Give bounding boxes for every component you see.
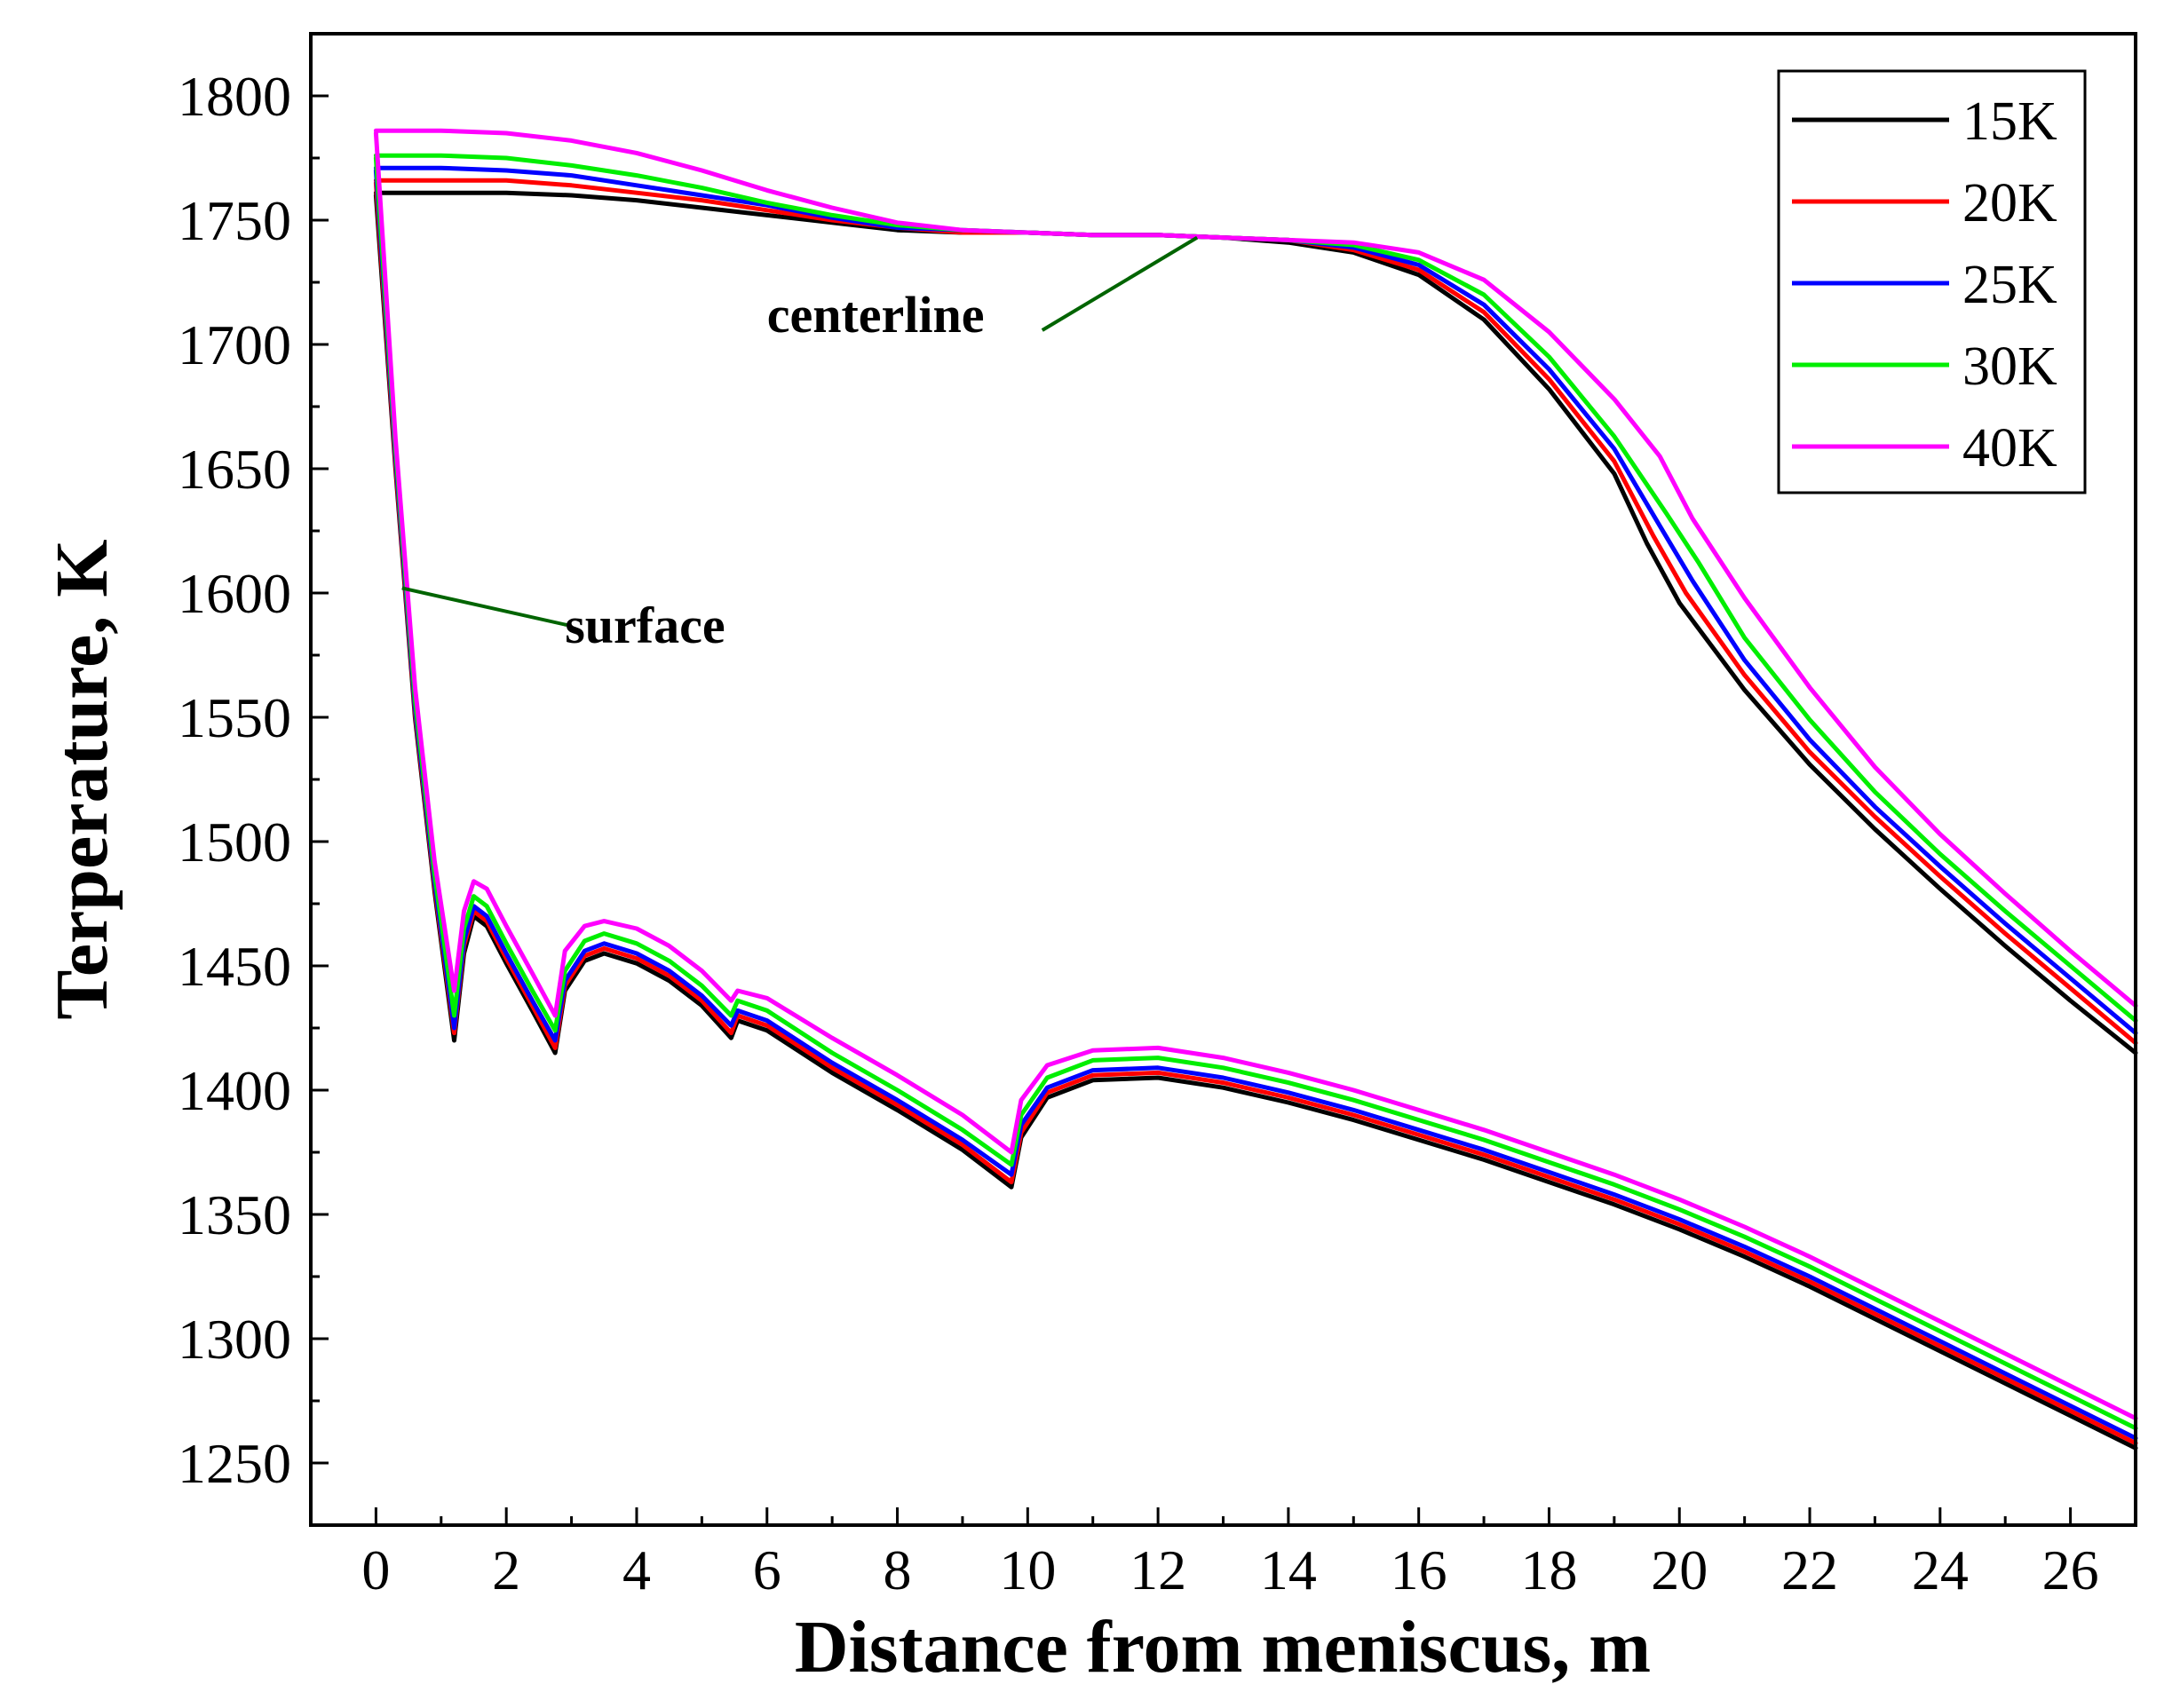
x-tick-label: 0: [361, 1538, 390, 1601]
x-tick-label: 6: [753, 1538, 781, 1601]
x-tick-label: 2: [492, 1538, 520, 1601]
series-25K-surface: [373, 168, 2138, 1441]
series-20K-surface: [373, 180, 2138, 1446]
legend-label-30K: 30K: [1962, 336, 2057, 397]
y-tick-label: 1600: [178, 562, 291, 625]
series-40K-surface: [373, 130, 2138, 1421]
x-tick-label: 4: [622, 1538, 651, 1601]
y-tick-label: 1400: [178, 1059, 291, 1122]
x-tick-label: 14: [1260, 1538, 1317, 1601]
series-15K-surface: [373, 193, 2138, 1451]
y-tick-label: 1800: [178, 65, 291, 128]
x-tick-label: 22: [1781, 1538, 1838, 1601]
x-tick-label: 8: [884, 1538, 912, 1601]
series-layer: [373, 128, 2138, 1451]
x-axis-ticks: 0 2 4 6 8 10 12 14 16 18 20 22 24 26: [361, 1507, 2137, 1601]
x-tick-label: 24: [1912, 1538, 1969, 1601]
legend-label-15K: 15K: [1962, 91, 2057, 152]
y-axis-title: Terperature, K: [41, 539, 123, 1019]
y-tick-label: 1350: [178, 1183, 291, 1246]
series-15K-centerline: [373, 190, 2138, 1056]
annotation-centerline: centerline: [767, 286, 985, 344]
y-tick-label: 1500: [178, 811, 291, 874]
y-tick-label: 1550: [178, 686, 291, 749]
x-tick-label: 26: [2042, 1538, 2099, 1601]
x-tick-label: 16: [1391, 1538, 1447, 1601]
x-axis-title: Distance from meniscus, m: [795, 1606, 1651, 1688]
y-tick-label: 1300: [178, 1308, 291, 1371]
legend-label-25K: 25K: [1962, 255, 2057, 315]
y-tick-label: 1450: [178, 935, 291, 998]
x-tick-label: 18: [1520, 1538, 1577, 1601]
legend-label-20K: 20K: [1962, 173, 2057, 233]
y-tick-label: 1700: [178, 313, 291, 376]
annotation-surface: surface: [565, 597, 725, 654]
x-tick-label: 12: [1130, 1538, 1186, 1601]
y-tick-label: 1650: [178, 438, 291, 501]
legend: 15K 20K 25K 30K 40K: [1777, 69, 2087, 494]
x-tick-label: 20: [1651, 1538, 1708, 1601]
annotation-leader-centerline: [1041, 235, 1199, 332]
y-tick-label: 1750: [178, 189, 291, 252]
y-tick-label: 1250: [178, 1432, 291, 1495]
series-40K-centerline: [373, 128, 2138, 1008]
legend-label-40K: 40K: [1962, 418, 2057, 478]
annotation-layer: centerline surface: [401, 235, 1199, 654]
annotation-leader-surface: [401, 586, 567, 627]
x-tick-label: 10: [999, 1538, 1056, 1601]
series-30K-surface: [373, 155, 2138, 1431]
y-axis-ticks: 1250 1300 1350 1400 1450 1500 1550 1600 1650 1700…: [178, 32, 329, 1495]
